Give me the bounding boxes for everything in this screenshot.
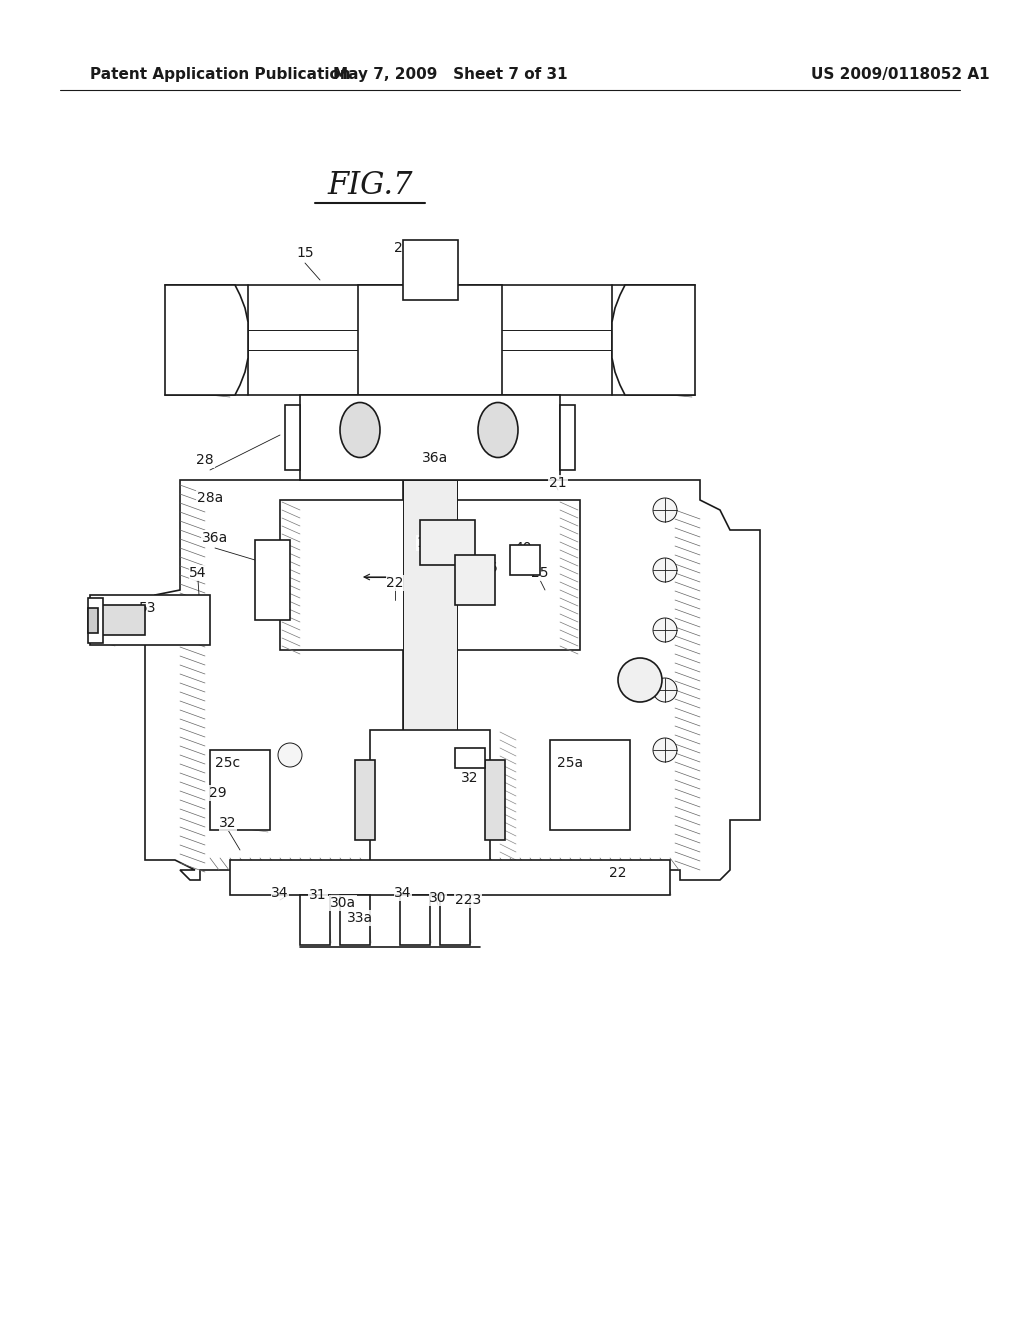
Text: US 2009/0118052 A1: US 2009/0118052 A1 <box>811 67 989 82</box>
Text: 33a: 33a <box>347 911 373 925</box>
Bar <box>230 861 670 895</box>
Bar <box>550 741 630 830</box>
Text: 32: 32 <box>461 771 479 785</box>
Bar <box>403 240 458 300</box>
Text: 31: 31 <box>309 888 327 902</box>
Bar <box>370 730 490 870</box>
Bar <box>420 520 475 565</box>
Bar <box>455 748 485 768</box>
Text: 29: 29 <box>394 242 412 255</box>
Text: 15: 15 <box>296 246 313 260</box>
Circle shape <box>653 678 677 702</box>
Circle shape <box>618 657 662 702</box>
Text: 21: 21 <box>549 477 567 490</box>
Text: 36a: 36a <box>422 451 449 465</box>
Text: 25c: 25c <box>215 756 241 770</box>
Text: 22: 22 <box>386 576 403 590</box>
Text: 32: 32 <box>219 816 237 830</box>
Text: FIG.7: FIG.7 <box>328 169 413 201</box>
Bar <box>300 895 330 945</box>
Circle shape <box>653 558 677 582</box>
Bar <box>560 405 575 470</box>
Text: 29: 29 <box>209 785 226 800</box>
Polygon shape <box>165 285 248 395</box>
Bar <box>510 545 540 576</box>
Text: May 7, 2009   Sheet 7 of 31: May 7, 2009 Sheet 7 of 31 <box>333 67 567 82</box>
Text: 22: 22 <box>609 866 627 880</box>
Bar <box>403 480 457 760</box>
Bar <box>355 760 375 840</box>
Text: 53: 53 <box>139 601 157 615</box>
Text: 102: 102 <box>417 536 443 550</box>
Bar <box>90 605 145 635</box>
Text: 54: 54 <box>189 566 207 579</box>
Text: 25d: 25d <box>255 541 282 554</box>
Text: 30: 30 <box>429 891 446 906</box>
Bar <box>455 554 495 605</box>
Circle shape <box>653 618 677 642</box>
Text: Patent Application Publication: Patent Application Publication <box>90 67 351 82</box>
Text: 40: 40 <box>514 541 531 554</box>
Bar <box>485 760 505 840</box>
Bar <box>300 395 560 480</box>
Polygon shape <box>145 480 760 884</box>
Bar <box>285 405 300 470</box>
Bar <box>88 609 98 634</box>
Circle shape <box>653 738 677 762</box>
Bar <box>90 595 210 645</box>
Ellipse shape <box>340 403 380 458</box>
Text: 36: 36 <box>481 561 499 576</box>
Text: 25a: 25a <box>557 756 583 770</box>
Ellipse shape <box>478 403 518 458</box>
Bar <box>88 598 103 643</box>
Text: 34: 34 <box>271 886 289 900</box>
Bar <box>340 895 370 945</box>
Text: 43: 43 <box>454 756 471 770</box>
Text: 25: 25 <box>531 566 549 579</box>
Text: 223: 223 <box>455 894 481 907</box>
Bar <box>440 895 470 945</box>
Circle shape <box>653 498 677 521</box>
Text: 28: 28 <box>197 453 214 467</box>
Text: 36a: 36a <box>202 531 228 545</box>
Polygon shape <box>612 285 695 395</box>
Bar <box>400 895 430 945</box>
Text: 30a: 30a <box>330 896 356 909</box>
Bar <box>280 500 580 649</box>
Text: 34: 34 <box>394 886 412 900</box>
Circle shape <box>278 743 302 767</box>
Bar <box>358 285 502 395</box>
Bar <box>255 540 290 620</box>
Text: 28a: 28a <box>197 491 223 506</box>
Bar <box>210 750 270 830</box>
